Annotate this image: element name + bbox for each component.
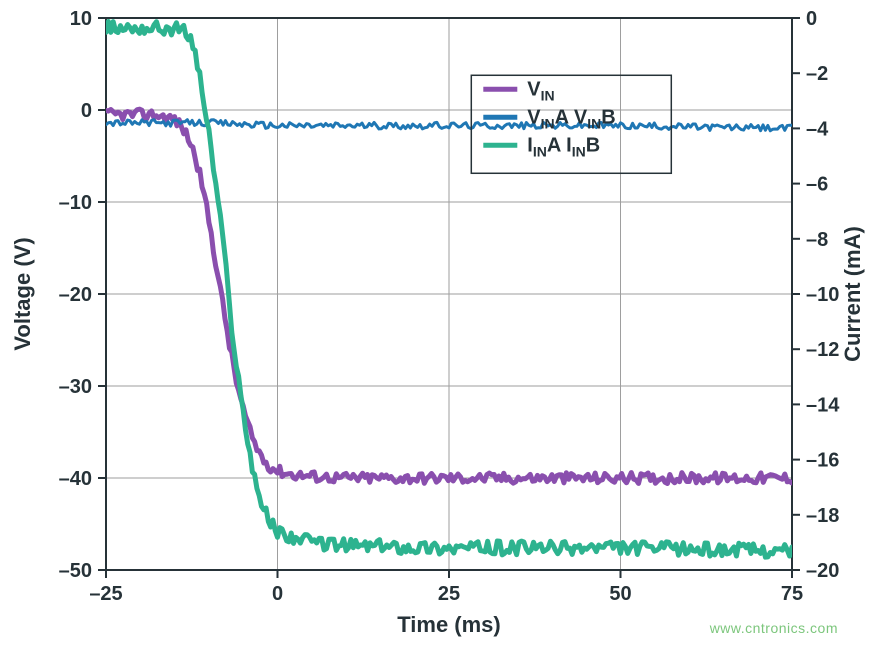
y-left-tick-label: –20 bbox=[59, 284, 92, 306]
y-right-tick-label: –16 bbox=[806, 450, 839, 472]
y-right-tick-label: –2 bbox=[806, 63, 828, 85]
y-right-tick-label: –8 bbox=[806, 229, 828, 251]
chart-container: –250255075–50–40–30–20–10010–20–18–16–14… bbox=[0, 0, 878, 652]
y-left-tick-label: 10 bbox=[70, 8, 92, 30]
x-tick-label: 0 bbox=[272, 583, 283, 605]
y-left-tick-label: –10 bbox=[59, 192, 92, 214]
y-right-tick-label: 0 bbox=[806, 8, 817, 30]
x-tick-label: –25 bbox=[89, 583, 122, 605]
y-left-axis-label: Voltage (V) bbox=[10, 237, 35, 350]
y-left-tick-label: –50 bbox=[59, 560, 92, 582]
y-right-tick-label: –6 bbox=[806, 174, 828, 196]
x-tick-label: 25 bbox=[438, 583, 460, 605]
x-tick-label: 75 bbox=[781, 583, 803, 605]
legend-label-vinab: VINA VINB bbox=[527, 106, 615, 131]
watermark-text: www.cntronics.com bbox=[710, 620, 838, 636]
y-left-tick-label: 0 bbox=[81, 100, 92, 122]
y-right-axis-label: Current (mA) bbox=[840, 226, 865, 362]
x-axis-label: Time (ms) bbox=[397, 612, 501, 637]
y-left-tick-label: –40 bbox=[59, 468, 92, 490]
y-left-tick-label: –30 bbox=[59, 376, 92, 398]
y-right-tick-label: –14 bbox=[806, 394, 840, 416]
oscilloscope-line-chart: –250255075–50–40–30–20–10010–20–18–16–14… bbox=[0, 0, 878, 652]
y-right-tick-label: –12 bbox=[806, 339, 839, 361]
y-right-tick-label: –10 bbox=[806, 284, 839, 306]
y-right-tick-label: –20 bbox=[806, 560, 839, 582]
y-right-tick-label: –4 bbox=[806, 118, 829, 140]
x-tick-label: 50 bbox=[609, 583, 631, 605]
y-right-tick-label: –18 bbox=[806, 505, 839, 527]
